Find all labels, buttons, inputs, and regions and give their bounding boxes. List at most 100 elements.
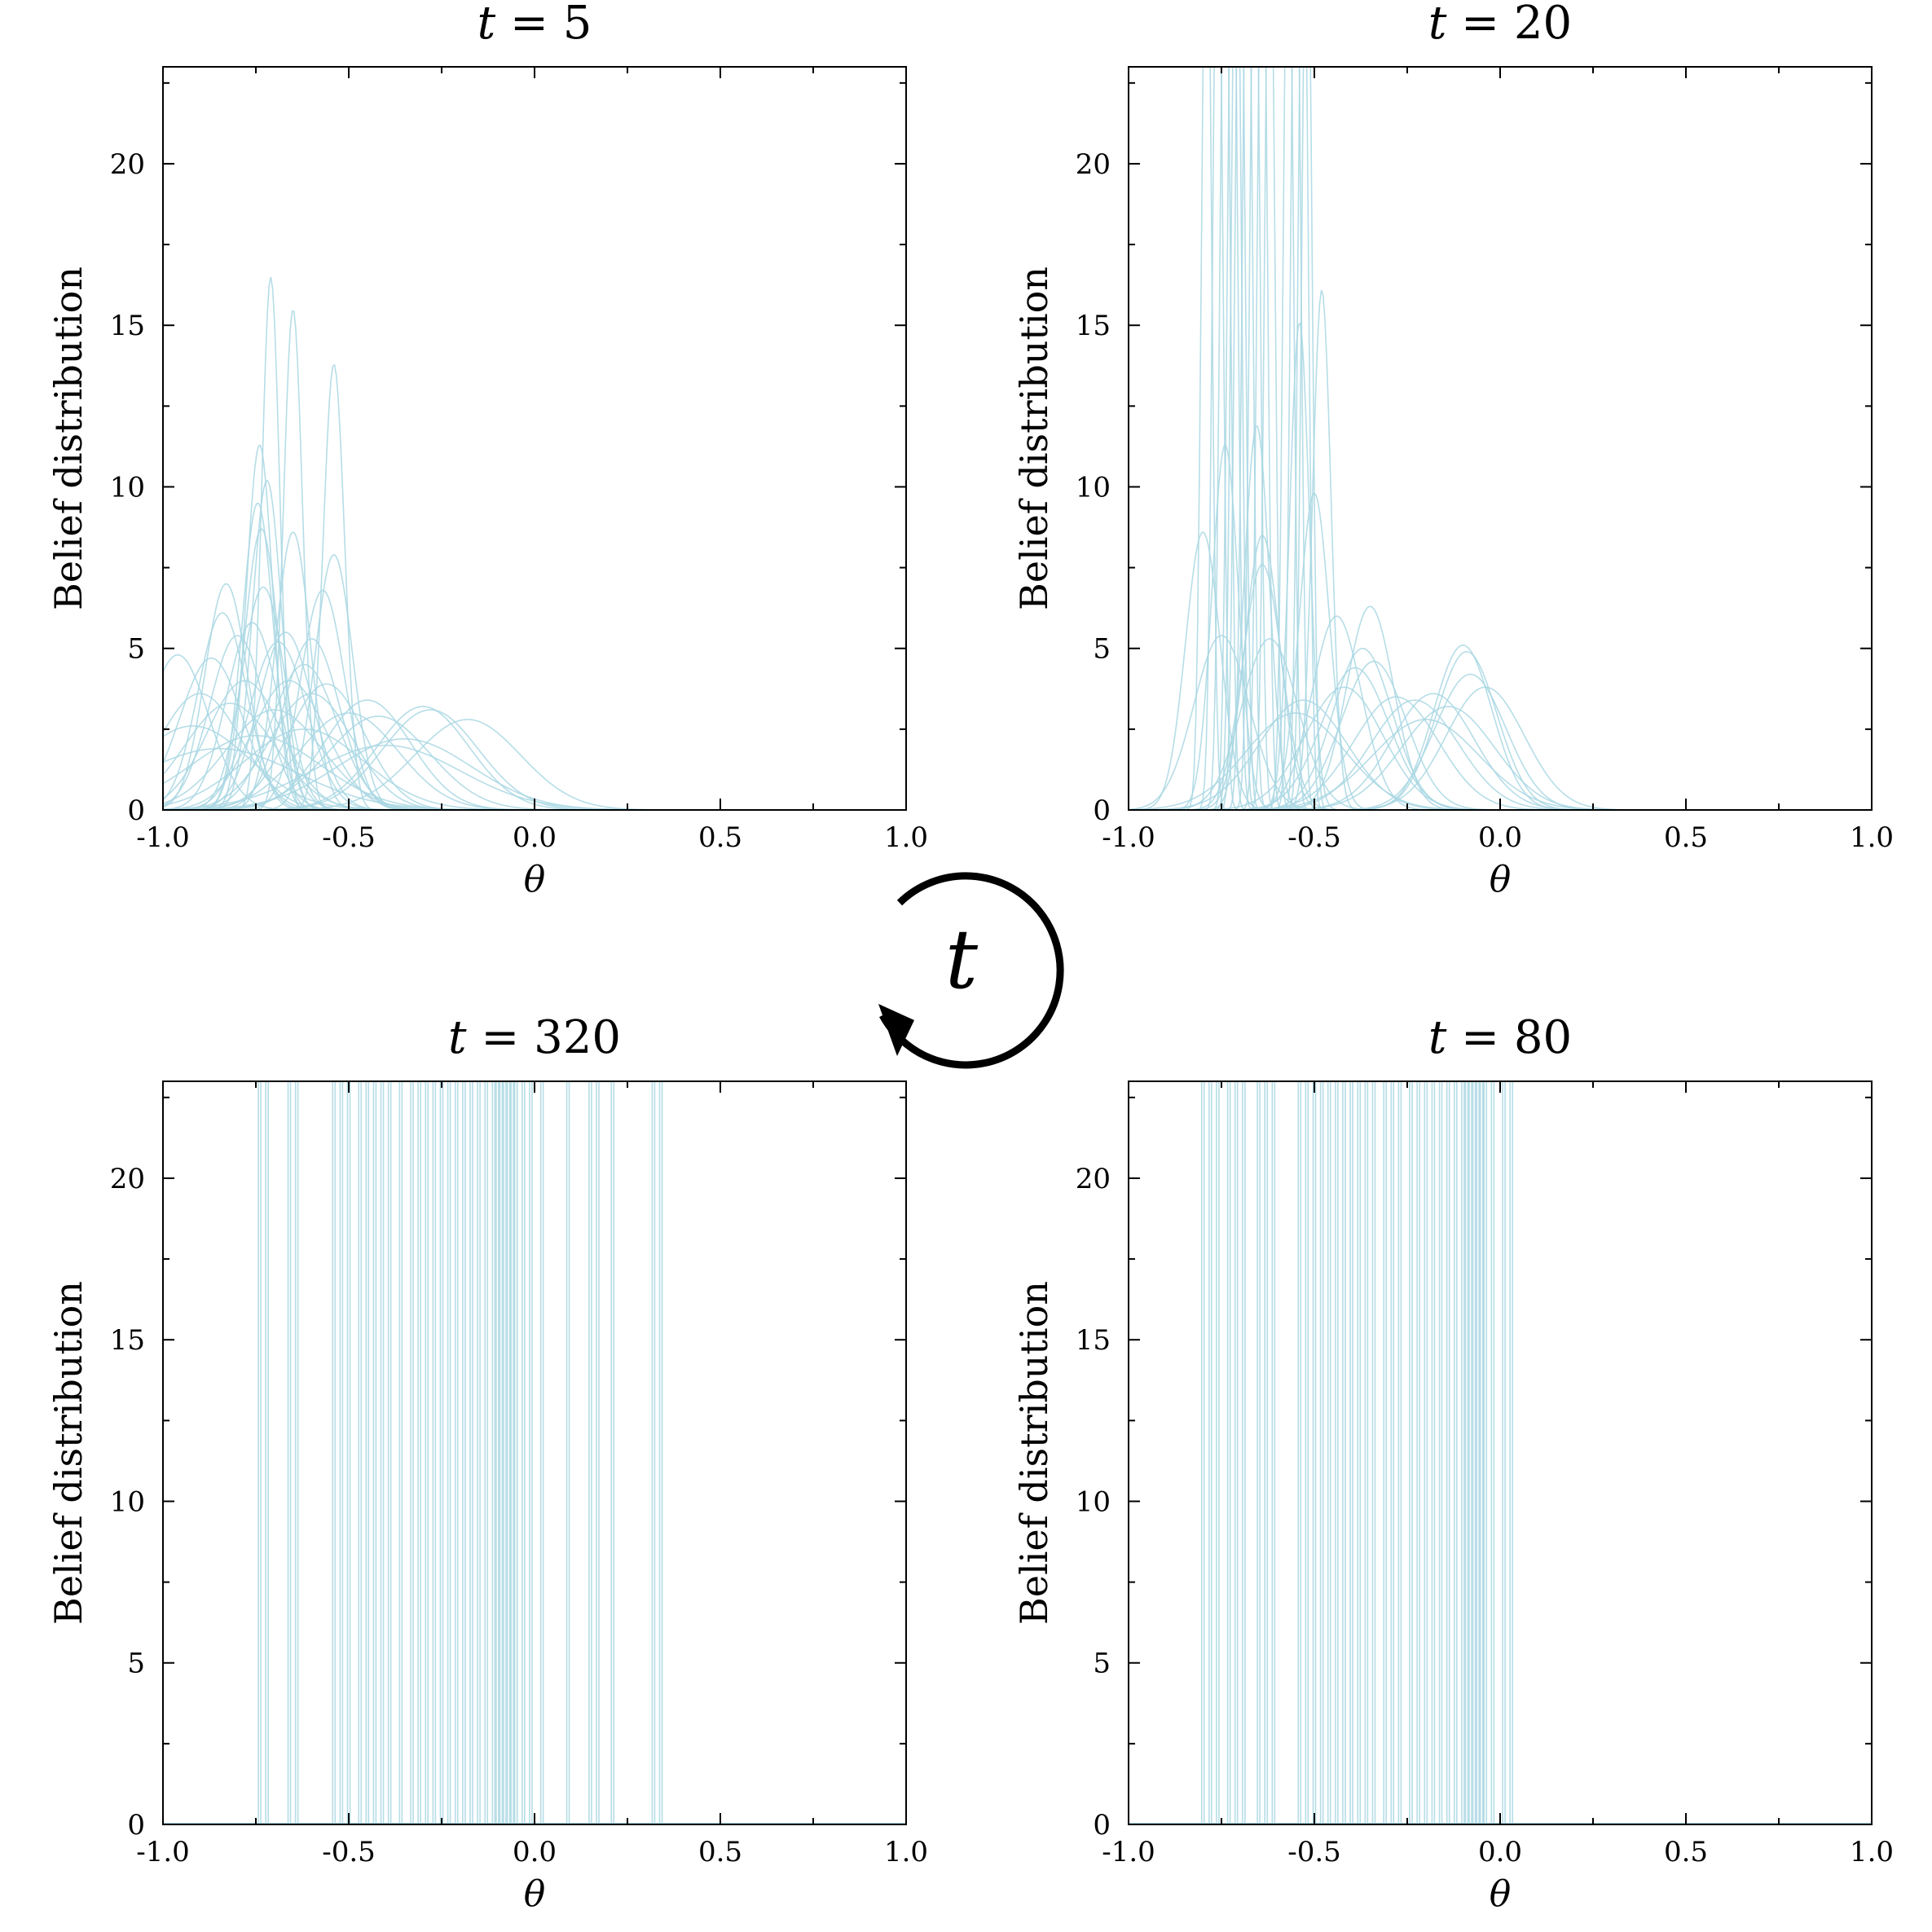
belief-spike — [658, 1081, 663, 1824]
belief-spike — [588, 1081, 592, 1824]
belief-spike — [1509, 1081, 1513, 1824]
x-tick-label: -1.0 — [136, 1836, 190, 1868]
belief-spike — [1327, 1081, 1331, 1824]
belief-spike — [1297, 1081, 1302, 1824]
x-axis-label: θ — [524, 859, 546, 900]
belief-spike — [1431, 1081, 1436, 1824]
belief-curve — [1129, 644, 1872, 810]
belief-curve — [163, 663, 906, 810]
belief-spike — [1371, 1081, 1376, 1824]
belief-curve — [1129, 67, 1872, 810]
belief-spike — [1472, 1081, 1477, 1824]
y-tick-label: 20 — [110, 148, 145, 181]
belief-spike — [491, 1081, 496, 1824]
cycle-arrow-head — [878, 1004, 914, 1056]
belief-curve — [1129, 638, 1872, 810]
belief-curve — [163, 479, 906, 810]
x-tick-label: 0.5 — [1664, 821, 1708, 854]
chart-panel: -1.0 -0.5 0.0 0.5 1.0 0 5 10 15 20 θ Belief distrib… — [46, 1011, 928, 1915]
belief-curve — [163, 310, 906, 810]
x-tick-label: 0.0 — [1478, 1836, 1522, 1868]
y-tick-label: 15 — [1076, 310, 1111, 342]
x-tick-label: 0.0 — [513, 1836, 557, 1868]
belief-spike — [265, 1081, 269, 1824]
cycle-label: t — [945, 912, 979, 1007]
y-axis-label: Belief distribution — [46, 266, 90, 610]
belief-spike — [387, 1081, 392, 1824]
belief-spike — [1264, 1081, 1269, 1824]
panels: -1.0 -0.5 0.0 0.5 1.0 0 5 10 15 20 θ Belief distrib… — [46, 0, 1894, 1915]
belief-spike — [410, 1081, 414, 1824]
belief-spike — [503, 1081, 507, 1824]
belief-spike — [1424, 1081, 1428, 1824]
belief-curve — [1129, 67, 1872, 810]
y-tick-label: 10 — [1076, 1485, 1111, 1518]
belief-curve — [1129, 686, 1872, 810]
belief-spike — [1502, 1081, 1506, 1824]
panel-title: t = 80 — [1428, 1011, 1572, 1064]
belief-spike — [510, 1081, 514, 1824]
belief-spike — [484, 1081, 489, 1824]
belief-spike — [1464, 1081, 1469, 1824]
belief-spike — [447, 1081, 451, 1824]
panel-title: t = 20 — [1428, 0, 1572, 50]
belief-spike — [339, 1081, 344, 1824]
belief-curve — [163, 276, 906, 810]
belief-curve — [163, 680, 906, 810]
belief-spike — [346, 1081, 351, 1824]
plot-frame — [162, 66, 907, 811]
belief-spike — [1479, 1081, 1484, 1824]
x-tick-label: -0.5 — [1287, 821, 1341, 854]
x-tick-label: 0.5 — [1664, 1836, 1708, 1868]
belief-curve — [163, 693, 906, 810]
belief-spike — [506, 1081, 511, 1824]
belief-spike — [566, 1081, 570, 1824]
belief-spike — [1256, 1081, 1261, 1824]
belief-spike — [1438, 1081, 1443, 1824]
y-tick-label: 15 — [1076, 1324, 1111, 1357]
belief-curve — [1129, 635, 1872, 810]
chart-panel: -1.0 -0.5 0.0 0.5 1.0 0 5 10 15 20 θ Belief distrib… — [1012, 0, 1894, 900]
cycle-indicator: t — [878, 872, 1064, 1069]
belief-spike — [365, 1081, 370, 1824]
belief-curve — [1129, 425, 1872, 810]
y-tick-label: 5 — [127, 633, 145, 666]
y-tick-label: 0 — [127, 794, 145, 827]
belief-curve — [163, 586, 906, 810]
belief-curve — [163, 444, 906, 810]
belief-curve — [1129, 673, 1872, 810]
belief-curve — [163, 363, 906, 810]
y-axis-label: Belief distribution — [1012, 266, 1056, 610]
belief-spike — [294, 1081, 299, 1824]
belief-spike — [1312, 1081, 1317, 1824]
y-tick-label: 15 — [110, 1324, 145, 1357]
x-tick-label: 1.0 — [884, 821, 928, 854]
chart-panel: -1.0 -0.5 0.0 0.5 1.0 0 5 10 15 20 θ Belief distrib… — [1012, 1011, 1894, 1915]
belief-spike — [1446, 1081, 1450, 1824]
belief-curve — [163, 635, 906, 810]
belief-spike — [1242, 1081, 1246, 1824]
belief-curve — [163, 612, 906, 810]
belief-spike — [425, 1081, 429, 1824]
x-axis-label: θ — [1490, 1873, 1512, 1915]
belief-spike — [1483, 1081, 1488, 1824]
y-tick-label: 0 — [127, 1809, 145, 1842]
belief-spike — [1342, 1081, 1346, 1824]
belief-spike — [539, 1081, 544, 1824]
belief-spike — [1226, 1081, 1231, 1824]
belief-spike — [380, 1081, 385, 1824]
belief-spike — [417, 1081, 421, 1824]
cycle-arrow-arc — [879, 872, 1064, 1069]
x-tick-label: -0.5 — [322, 821, 376, 854]
x-tick-label: -1.0 — [136, 821, 190, 854]
belief-curve — [163, 531, 906, 810]
belief-spike — [398, 1081, 403, 1824]
x-tick-label: -0.5 — [322, 1836, 376, 1868]
belief-curve — [163, 725, 906, 810]
belief-spike — [469, 1081, 473, 1824]
curves-group — [1129, 1081, 1872, 1824]
belief-curve — [163, 680, 906, 810]
belief-spike — [610, 1081, 615, 1824]
belief-curve — [1129, 535, 1872, 810]
